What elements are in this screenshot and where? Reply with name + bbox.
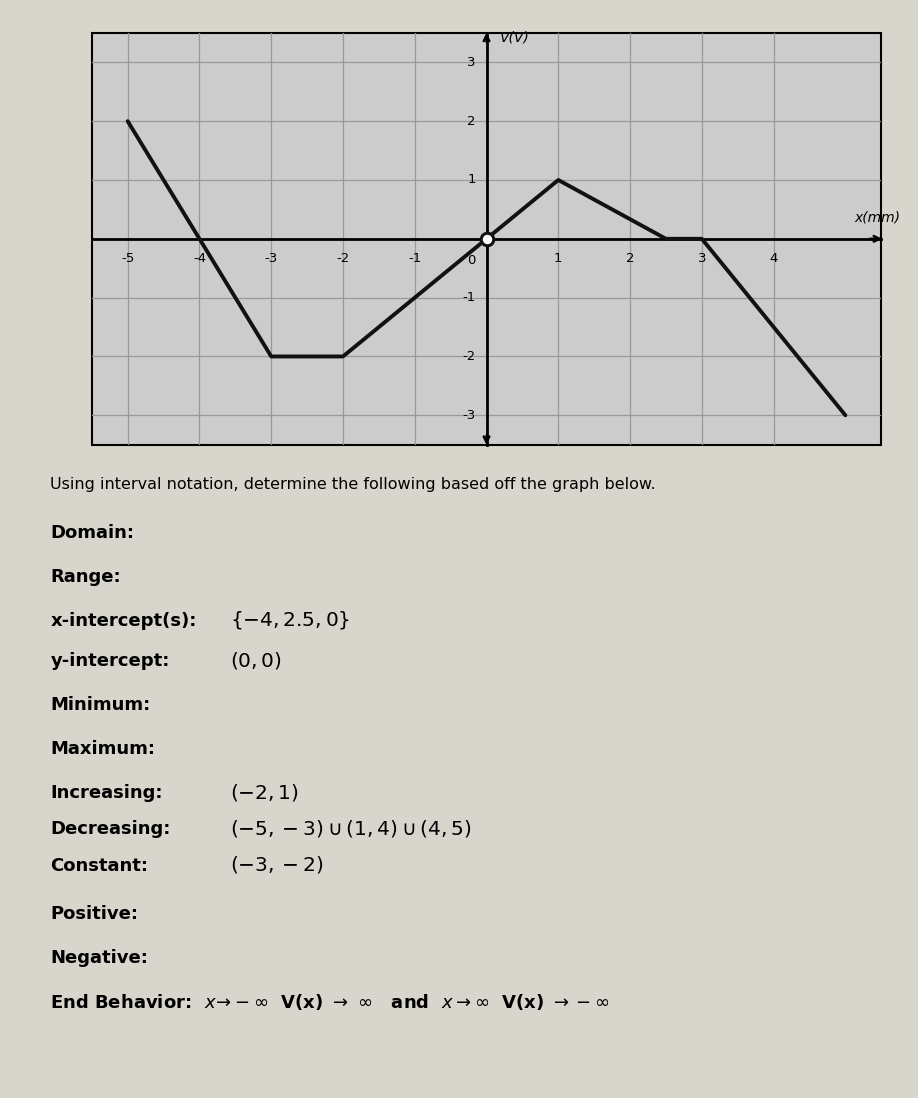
Text: -5: -5 — [121, 251, 134, 265]
Text: 1: 1 — [554, 251, 563, 265]
Text: 0: 0 — [467, 254, 476, 267]
Text: Using interval notation, determine the following based off the graph below.: Using interval notation, determine the f… — [50, 477, 656, 492]
Text: V(V): V(V) — [499, 31, 529, 45]
Text: 3: 3 — [698, 251, 706, 265]
Text: -1: -1 — [463, 291, 476, 304]
Text: -3: -3 — [463, 408, 476, 422]
Text: Negative:: Negative: — [50, 949, 149, 967]
Text: Minimum:: Minimum: — [50, 696, 151, 715]
Text: $(0,0)$: $(0,0)$ — [230, 650, 282, 671]
Text: Positive:: Positive: — [50, 905, 139, 923]
Text: 2: 2 — [626, 251, 634, 265]
Text: End Behavior:  $x\!\to\!-\infty$  V(x) $\to$ $\infty$   and  $x \to \infty$  V(x: End Behavior: $x\!\to\!-\infty$ V(x) $\t… — [50, 991, 610, 1012]
Text: $(-5,-3)\cup(1,4)\cup(4,5)$: $(-5,-3)\cup(1,4)\cup(4,5)$ — [230, 818, 472, 839]
Text: Domain:: Domain: — [50, 524, 135, 542]
Text: $(-2,1)$: $(-2,1)$ — [230, 782, 298, 803]
Text: Maximum:: Maximum: — [50, 740, 155, 759]
Text: -2: -2 — [336, 251, 350, 265]
Text: Increasing:: Increasing: — [50, 784, 163, 803]
Text: x(mm): x(mm) — [855, 210, 901, 224]
Text: Range:: Range: — [50, 568, 121, 586]
Text: 3: 3 — [467, 56, 476, 69]
Text: Constant:: Constant: — [50, 856, 149, 875]
Text: -2: -2 — [463, 350, 476, 363]
Text: y-intercept:: y-intercept: — [50, 652, 170, 671]
Text: 4: 4 — [769, 251, 778, 265]
Text: 2: 2 — [467, 114, 476, 127]
Text: -1: -1 — [409, 251, 421, 265]
Text: 1: 1 — [467, 173, 476, 187]
Text: Decreasing:: Decreasing: — [50, 820, 171, 839]
Text: $\{-4, 2.5, 0\}$: $\{-4, 2.5, 0\}$ — [230, 609, 350, 631]
Text: x-intercept(s):: x-intercept(s): — [50, 612, 196, 630]
Text: $(-3,-2)$: $(-3,-2)$ — [230, 854, 323, 875]
Text: -4: -4 — [193, 251, 206, 265]
Text: -3: -3 — [264, 251, 278, 265]
